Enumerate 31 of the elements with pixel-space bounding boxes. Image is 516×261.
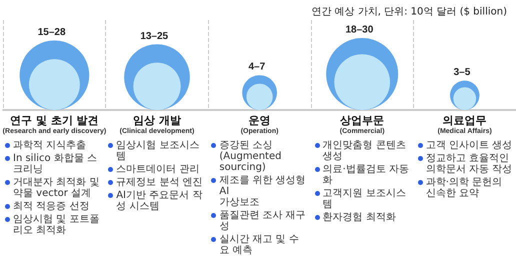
- text: AI기반 주요문서 작성 시스템: [116, 190, 202, 212]
- data-label: 4–: [248, 62, 260, 73]
- data-label: 28: [54, 26, 66, 38]
- text: 임상시험 및 포트폴리오 최적화: [13, 214, 100, 236]
- text: 증강된 소싱 (Augmented sourcing): [219, 140, 282, 173]
- text: 연간 예상 가치, 단위: 10억 달러 ($ billion): [311, 6, 508, 18]
- data-label: 5: [464, 67, 471, 78]
- data-label: 25: [157, 30, 169, 42]
- text: 제조를 위한 생성형 AI 가상보조: [219, 175, 306, 208]
- text: 환자경험 최적화: [322, 212, 396, 223]
- data-label: 15–: [38, 26, 55, 38]
- text: 임상시험 보조시스템: [116, 140, 200, 162]
- text: 개인맞춤형 콘텐츠 생성: [322, 140, 406, 162]
- text: 과학적 지식추출: [13, 140, 86, 151]
- text: 최적 적응증 선정: [13, 201, 90, 212]
- text: In silico 화합물 스크리닝: [13, 153, 97, 175]
- text: 품질관련 조사 재구성: [219, 210, 306, 232]
- data-label: 7: [260, 62, 266, 73]
- text: 과학·의학 문헌의 신속한 요약: [426, 177, 502, 199]
- text: 고객지원 보조시스템: [322, 188, 406, 210]
- text: 거대분자 최적화 및 약물 vector 설계: [13, 177, 100, 199]
- text: 의료·법률검토 자동화: [322, 164, 409, 186]
- data-label: 13–: [140, 30, 158, 42]
- text: 스마트데이터 관리: [116, 164, 200, 175]
- text: 규제정보 분석 엔진: [116, 177, 203, 188]
- text: 고객 인사이트 생성: [426, 140, 512, 151]
- data-label: 18–: [345, 24, 363, 36]
- text: 실시간 재고 및 수요 예측: [219, 234, 299, 256]
- data-label: 30: [362, 24, 374, 36]
- text: 정교하고 효율적인 의학문서 자동 작성: [426, 153, 512, 175]
- data-label: 3–: [454, 67, 466, 78]
